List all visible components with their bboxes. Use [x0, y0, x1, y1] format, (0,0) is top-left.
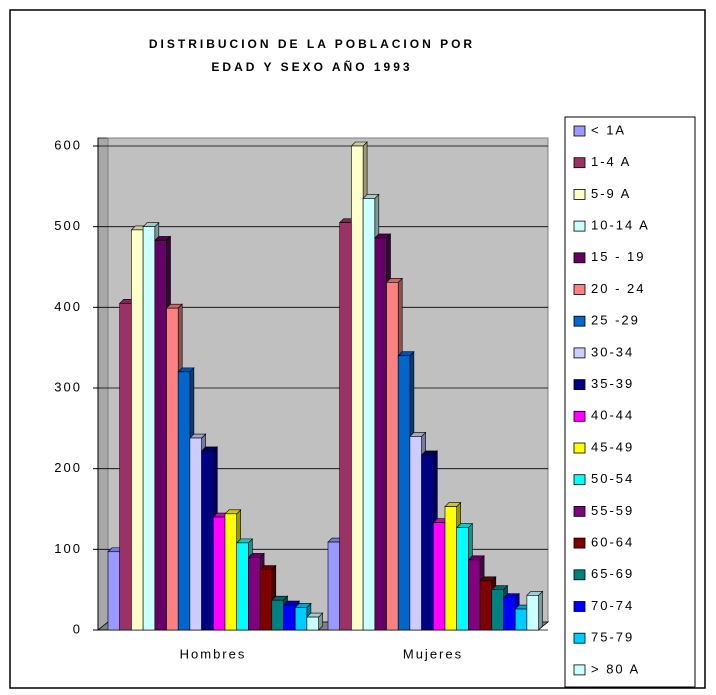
legend-swatch	[573, 569, 586, 581]
y-tick-label: 400	[54, 299, 82, 314]
bar	[444, 506, 457, 631]
legend-swatch	[573, 188, 586, 200]
bar	[259, 569, 273, 631]
legend-swatch	[573, 664, 586, 676]
legend-swatch	[573, 601, 586, 612]
bar	[189, 437, 202, 631]
legend-label: 30-34	[591, 344, 634, 359]
legend-label: 15 - 19	[591, 249, 645, 264]
bar	[456, 527, 469, 631]
x-tick-label: Mujeres	[403, 646, 463, 661]
legend-swatch	[573, 442, 586, 454]
bar	[397, 355, 411, 631]
legend-label: 20 - 24	[591, 281, 645, 296]
bar	[224, 513, 237, 631]
y-tick-label: 600	[54, 137, 82, 152]
bar	[479, 580, 493, 631]
legend-label: 65-69	[591, 566, 634, 581]
bar	[213, 516, 226, 631]
bar	[236, 542, 249, 631]
y-tick-label: 300	[54, 379, 82, 394]
legend-swatch	[573, 220, 586, 232]
legend-swatch	[573, 474, 586, 486]
y-tick-label: 200	[54, 460, 82, 475]
legend-label: 1-4 A	[591, 154, 631, 169]
bar	[327, 541, 340, 631]
bar	[491, 589, 504, 631]
bar	[177, 371, 191, 631]
legend-swatch	[573, 410, 586, 422]
legend	[564, 116, 696, 688]
bar	[201, 450, 214, 631]
legend-label: 10-14 A	[591, 218, 650, 233]
bar	[271, 599, 284, 631]
legend-swatch	[573, 632, 586, 644]
y-tick-label: 0	[73, 621, 82, 636]
legend-swatch	[573, 537, 586, 549]
legend-label: > 80 A	[591, 661, 640, 676]
bar	[526, 595, 539, 631]
bar	[351, 145, 364, 631]
legend-swatch	[573, 505, 586, 517]
bar	[131, 229, 144, 631]
side-wall	[97, 137, 109, 631]
bar	[294, 607, 308, 631]
x-tick-label: Hombres	[180, 646, 247, 661]
legend-label: 35-39	[591, 376, 634, 391]
bar	[468, 559, 481, 631]
bar	[432, 522, 446, 631]
bar	[306, 616, 319, 631]
bar	[166, 307, 179, 631]
bar	[362, 198, 376, 631]
legend-label: 60-64	[591, 535, 634, 550]
y-tick-label: 100	[54, 541, 82, 556]
legend-label: 25 -29	[591, 313, 640, 328]
legend-swatch	[573, 347, 586, 359]
legend-label: 40-44	[591, 408, 634, 423]
legend-swatch	[573, 252, 586, 264]
bar	[107, 551, 120, 631]
legend-swatch	[573, 315, 586, 327]
bar	[248, 557, 261, 631]
bar	[514, 608, 528, 631]
y-tick-label: 500	[54, 218, 82, 233]
bar-side	[538, 590, 543, 631]
bar	[386, 282, 399, 631]
legend-label: < 1A	[591, 122, 626, 137]
bar	[339, 222, 352, 631]
bar	[503, 597, 516, 631]
legend-label: 70-74	[591, 598, 634, 613]
bar	[409, 436, 422, 631]
legend-label: 50-54	[591, 471, 634, 486]
legend-swatch	[573, 284, 586, 295]
bar	[154, 240, 167, 631]
bar	[119, 302, 132, 631]
legend-swatch	[573, 379, 586, 391]
legend-label: 5-9 A	[591, 186, 631, 201]
legend-label: 45-49	[591, 439, 634, 454]
legend-label: 55-59	[591, 503, 634, 518]
bar	[283, 604, 296, 631]
chart-title: DISTRIBUCION DE LA POBLACION POR	[149, 37, 475, 51]
legend-swatch	[573, 125, 586, 137]
legend-swatch	[573, 157, 586, 169]
bar	[374, 237, 387, 631]
legend-label: 75-79	[591, 630, 634, 645]
bar	[421, 454, 434, 631]
chart-title: EDAD Y SEXO AÑO 1993	[211, 59, 412, 74]
bar	[142, 226, 156, 631]
